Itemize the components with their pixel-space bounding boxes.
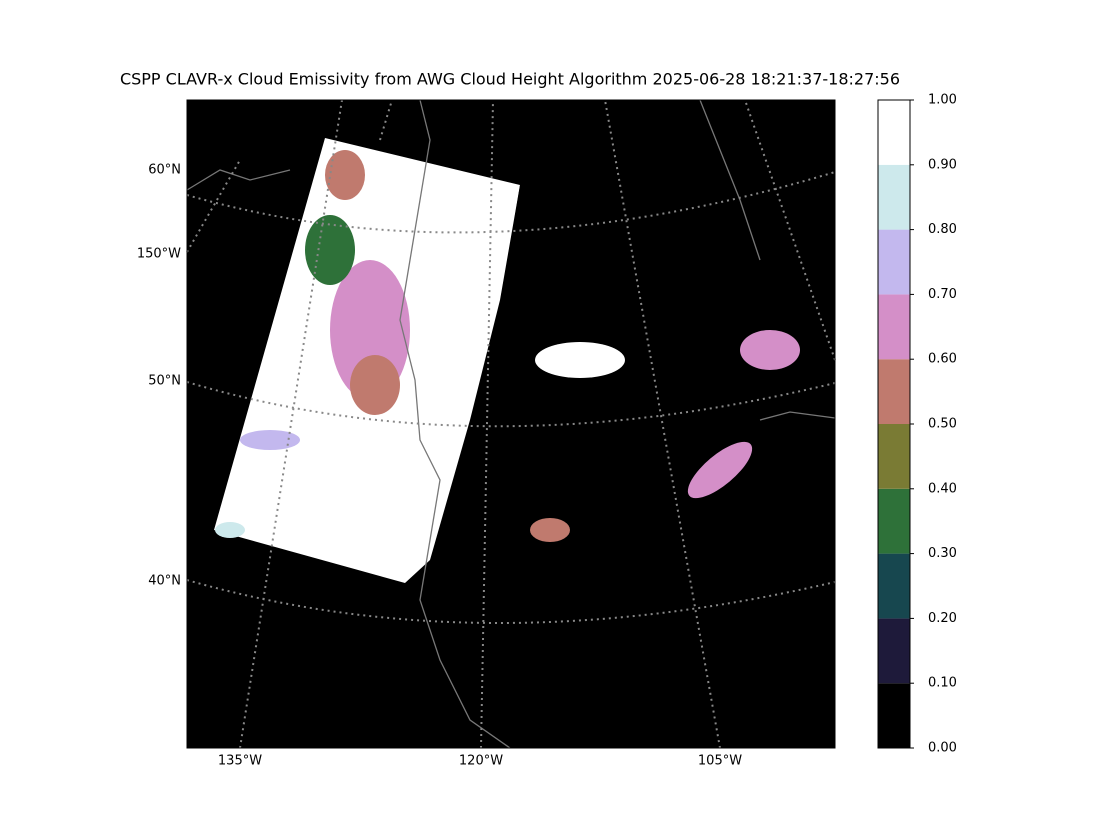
map-frame: [186, 99, 836, 749]
lat-label: 60°N: [148, 163, 181, 178]
colorbar-tick-label: 0.50: [928, 417, 957, 432]
cloud-patch: [215, 522, 245, 538]
lon-label: 135°W: [218, 754, 262, 769]
graticule: [239, 99, 343, 749]
lon-label: 150°W: [137, 247, 181, 262]
cloud-patch: [350, 355, 400, 415]
coastline: [399, 99, 511, 749]
coastline: [186, 99, 836, 421]
colorbar-tick-label: 1.00: [928, 93, 957, 108]
cloud-patch: [535, 342, 625, 378]
colorbar-tick-label: 0.20: [928, 611, 957, 626]
colorbar-segment: [878, 359, 910, 424]
colorbar: 0.00 0.10 0.20 0.30 0.40 0.50 0.60 0.70 0.80 0.90…: [877, 93, 957, 756]
cloud-patch: [325, 150, 365, 200]
cloud-patch: [240, 430, 300, 450]
map: 60°N 150°W 50°N 40°N 135°W 120°W 105°W: [137, 99, 836, 769]
graticule: [379, 99, 393, 141]
cloud-patch: [740, 330, 800, 370]
title: CSPP CLAVR-x Cloud Emissivity from AWG C…: [120, 70, 900, 89]
colorbar-segment: [878, 164, 910, 230]
colorbar-tick-label: 0.80: [928, 222, 957, 237]
colorbar-segment: [878, 488, 910, 554]
graticule: [186, 381, 836, 428]
colorbar-tick-label: 0.60: [928, 352, 957, 367]
colorbar-tick-label: 0.00: [928, 741, 957, 756]
cloud-patch: [687, 441, 753, 499]
colorbar-segment: [878, 229, 910, 295]
lat-label: 50°N: [148, 374, 181, 389]
cloud-patch: [530, 518, 570, 542]
lat-label: 40°N: [148, 574, 181, 589]
colorbar-segment: [878, 100, 910, 165]
graticule: [480, 99, 494, 749]
colorbar-segment: [878, 683, 910, 748]
colorbar-segment: [878, 424, 910, 489]
colorbar-segment: [878, 294, 910, 360]
colorbar-tick-label: 0.90: [928, 157, 957, 172]
colorbar-tick-label: 0.10: [928, 676, 957, 691]
colorbar-segment: [878, 618, 910, 684]
graticule: [604, 99, 721, 749]
colorbar-tick-label: 0.70: [928, 287, 957, 302]
lon-label: 120°W: [459, 754, 503, 769]
colorbar-tick-label: 0.30: [928, 546, 957, 561]
colorbar-tick-label: 0.40: [928, 481, 957, 496]
graticule: [186, 579, 836, 624]
cloud-patch: [305, 215, 355, 285]
graticule: [744, 99, 836, 361]
lon-label: 105°W: [698, 754, 742, 769]
clear-area: [480, 185, 832, 610]
colorbar-segment: [878, 553, 910, 619]
